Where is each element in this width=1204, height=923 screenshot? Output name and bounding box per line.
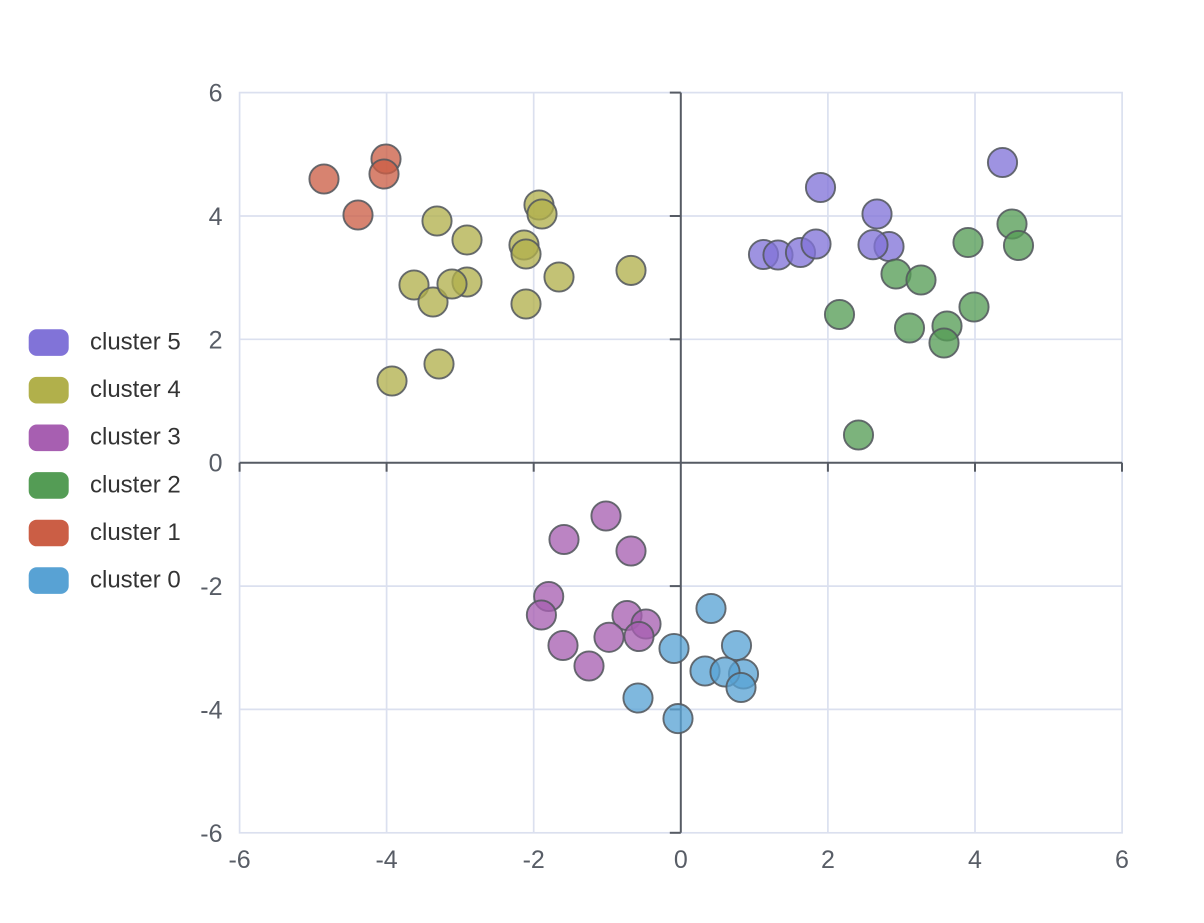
svg-text:4: 4 [968,846,982,874]
svg-text:0: 0 [674,846,688,874]
svg-text:cluster 0: cluster 0 [90,567,181,594]
svg-text:cluster 3: cluster 3 [90,424,181,451]
svg-text:-2: -2 [523,846,545,874]
svg-text:6: 6 [1115,846,1129,874]
svg-text:cluster 2: cluster 2 [90,471,181,498]
svg-text:cluster 1: cluster 1 [90,519,181,546]
svg-text:2: 2 [209,326,223,354]
svg-text:0: 0 [209,450,223,478]
svg-text:cluster 4: cluster 4 [90,376,181,403]
svg-text:-4: -4 [375,846,397,874]
svg-text:-4: -4 [200,696,222,724]
svg-text:4: 4 [209,203,223,231]
svg-text:-2: -2 [200,573,222,601]
svg-text:-6: -6 [200,820,222,848]
svg-text:cluster 5: cluster 5 [90,329,181,356]
svg-text:-6: -6 [228,846,250,874]
svg-text:6: 6 [209,80,223,108]
svg-text:2: 2 [821,846,835,874]
